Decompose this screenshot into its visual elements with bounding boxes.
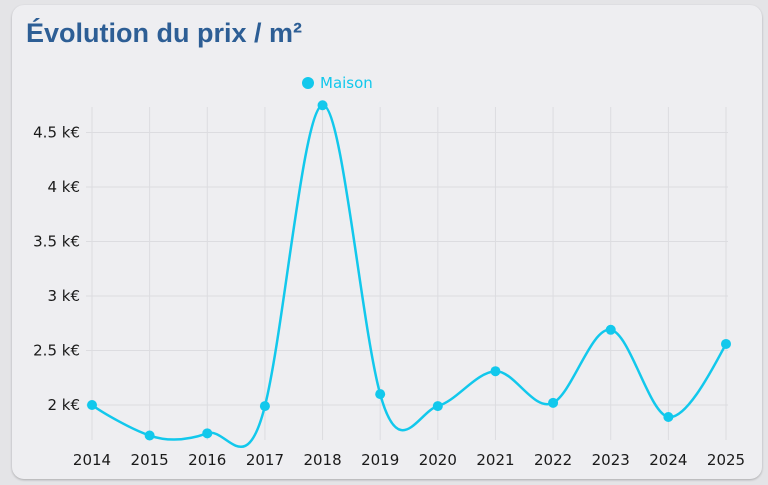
data-point <box>432 401 443 412</box>
x-tick-label: 2022 <box>534 451 572 469</box>
chart-title: Évolution du prix / m² <box>26 18 302 48</box>
data-point <box>663 411 674 422</box>
legend-label: Maison <box>320 74 373 92</box>
data-point <box>605 324 616 335</box>
y-tick-label: 2.5 k€ <box>33 342 80 360</box>
x-tick-label: 2015 <box>131 451 169 469</box>
x-tick-label: 2024 <box>649 451 687 469</box>
x-tick-label: 2025 <box>707 451 745 469</box>
data-point <box>317 100 328 111</box>
x-tick-label: 2020 <box>419 451 457 469</box>
y-tick-label: 3.5 k€ <box>33 233 80 251</box>
data-point <box>259 401 270 412</box>
data-point <box>202 428 213 439</box>
data-point <box>548 397 559 408</box>
legend-marker <box>302 77 314 89</box>
x-tick-label: 2023 <box>592 451 630 469</box>
data-point <box>375 389 386 400</box>
data-point <box>721 338 731 349</box>
data-point <box>490 366 501 377</box>
series-line-maison <box>91 104 728 448</box>
x-tick-label: 2017 <box>246 451 284 469</box>
x-tick-label: 2016 <box>188 451 226 469</box>
y-tick-label: 4.5 k€ <box>33 124 80 142</box>
x-tick-label: 2014 <box>73 451 111 469</box>
data-point <box>87 400 97 410</box>
y-tick-label: 4 k€ <box>47 178 80 196</box>
y-tick-label: 3 k€ <box>47 287 80 305</box>
data-point <box>144 430 155 441</box>
x-tick-label: 2021 <box>476 451 514 469</box>
x-tick-label: 2019 <box>361 451 399 469</box>
x-tick-label: 2018 <box>303 451 341 469</box>
y-tick-label: 2 k€ <box>47 396 80 414</box>
